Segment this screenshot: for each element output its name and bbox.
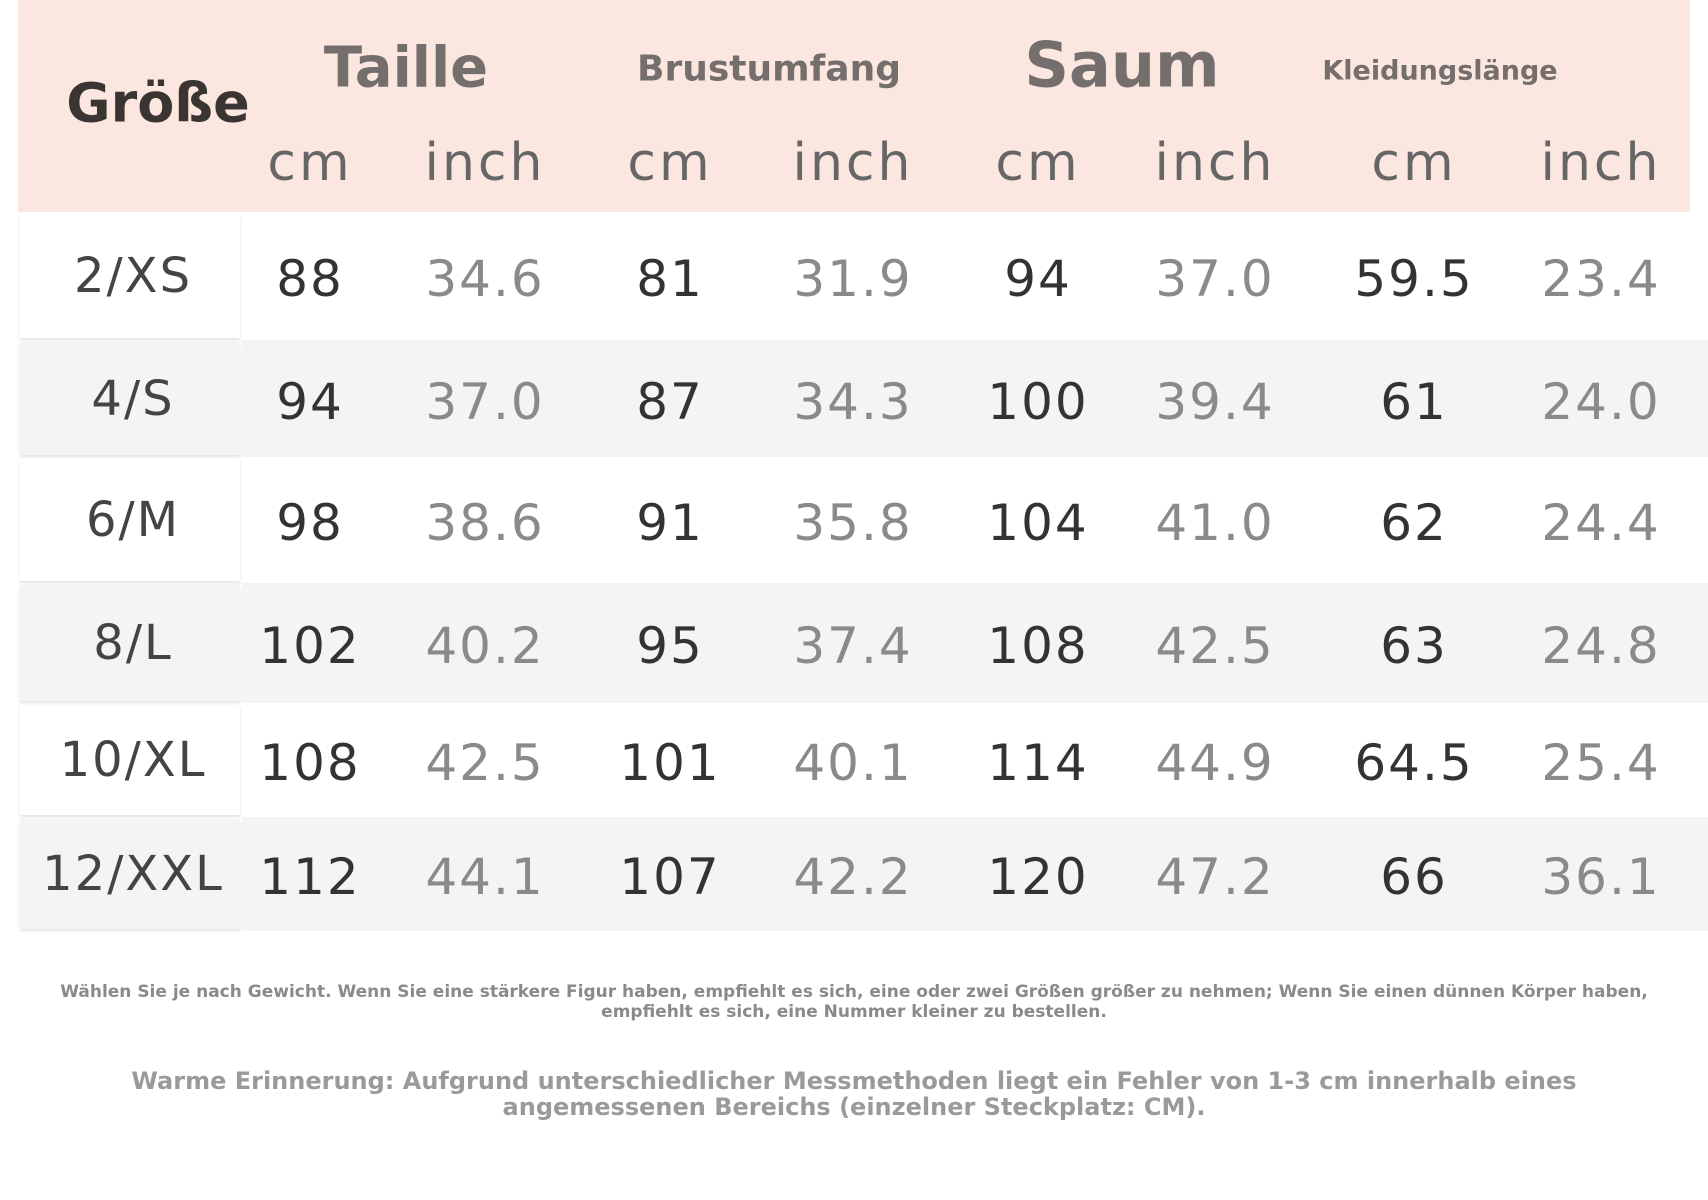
unit-header: inch: [792, 133, 914, 193]
row-band: [242, 340, 1708, 457]
size-cell: [20, 342, 240, 455]
group-header: Saum: [1024, 28, 1220, 102]
row-band: [242, 583, 1708, 703]
cm-value: 112: [259, 848, 361, 906]
cm-value: 120: [987, 848, 1089, 906]
inch-value: 42.5: [1155, 617, 1275, 675]
cm-value: 102: [259, 617, 361, 675]
cm-value: 63: [1380, 617, 1448, 675]
cm-value: 108: [987, 617, 1089, 675]
row-band: [242, 457, 1708, 583]
corner-label: Größe: [66, 71, 250, 135]
inch-value: 23.4: [1541, 250, 1661, 308]
cm-value: 61: [1380, 372, 1448, 431]
cm-value: 95: [636, 617, 704, 675]
inch-value: 40.1: [793, 734, 913, 792]
cm-value: 98: [276, 494, 344, 552]
size-cell: [20, 585, 240, 701]
inch-value: 34.6: [425, 250, 545, 308]
size-cell: [20, 705, 240, 815]
cm-value: 107: [619, 848, 721, 906]
inch-value: 24.4: [1541, 494, 1661, 552]
inch-value: 37.4: [793, 617, 913, 675]
size-label: 10/XL: [59, 732, 207, 788]
header-band: [18, 0, 1690, 212]
unit-header: inch: [1540, 133, 1662, 193]
unit-header: cm: [1371, 133, 1457, 193]
inch-value: 37.0: [425, 372, 545, 431]
size-label: 4/S: [91, 370, 175, 427]
note: Warme Erinnerung: Aufgrund unterschiedli…: [131, 1067, 1577, 1121]
cm-value: 104: [987, 494, 1089, 552]
inch-value: 42.2: [793, 848, 913, 906]
size-label: 6/M: [85, 492, 181, 548]
cm-value: 88: [276, 250, 344, 308]
inch-value: 24.0: [1541, 372, 1661, 431]
inch-value: 40.2: [425, 617, 545, 675]
inch-value: 38.6: [425, 494, 545, 552]
inch-value: 35.8: [793, 494, 913, 552]
cm-value: 91: [636, 494, 704, 552]
group-header: Kleidungslänge: [1322, 55, 1558, 87]
cm-value: 66: [1380, 848, 1448, 906]
cm-value: 100: [987, 372, 1089, 431]
row-band: [242, 212, 1708, 340]
note: Wählen Sie je nach Gewicht. Wenn Sie ein…: [60, 982, 1648, 1022]
unit-header: cm: [627, 133, 713, 193]
cm-value: 94: [1004, 250, 1072, 308]
cm-value: 81: [636, 250, 704, 308]
size-label: 8/L: [93, 615, 173, 671]
row-band: [242, 817, 1708, 931]
size-cell: [20, 214, 240, 338]
inch-value: 31.9: [793, 250, 913, 308]
cm-value: 101: [619, 734, 721, 792]
unit-header: cm: [995, 133, 1081, 193]
cm-value: 87: [636, 372, 704, 431]
inch-value: 24.8: [1541, 617, 1661, 675]
inch-value: 47.2: [1155, 848, 1275, 906]
unit-header: inch: [424, 133, 546, 193]
cm-value: 64.5: [1354, 734, 1474, 792]
size-label: 12/XXL: [42, 846, 224, 902]
inch-value: 44.1: [425, 848, 545, 906]
cm-value: 59.5: [1354, 250, 1474, 308]
group-header: Brustumfang: [637, 48, 901, 90]
inch-value: 44.9: [1155, 734, 1275, 792]
size-cell: [20, 459, 240, 581]
cm-value: 108: [259, 734, 361, 792]
inch-value: 41.0: [1155, 494, 1275, 552]
size-cell: [20, 819, 240, 929]
unit-header: inch: [1154, 133, 1276, 193]
cm-value: 62: [1380, 494, 1448, 552]
cm-value: 114: [987, 734, 1089, 792]
inch-value: 36.1: [1541, 848, 1661, 906]
inch-value: 34.3: [793, 372, 913, 431]
size-label: 2/XS: [73, 248, 193, 304]
inch-value: 37.0: [1155, 250, 1275, 308]
row-band: [242, 703, 1708, 817]
group-header: Taille: [323, 35, 489, 101]
inch-value: 39.4: [1155, 372, 1275, 431]
cm-value: 94: [276, 372, 344, 431]
unit-header: cm: [267, 133, 353, 193]
inch-value: 25.4: [1541, 734, 1661, 792]
inch-value: 42.5: [425, 734, 545, 792]
